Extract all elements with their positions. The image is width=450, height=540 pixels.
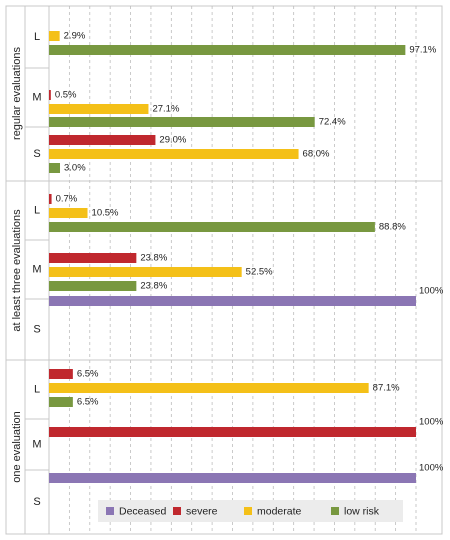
group-label: one evaluation (11, 411, 23, 483)
data-label: 27.1% (152, 104, 179, 115)
bar (49, 383, 369, 393)
bar (49, 135, 156, 145)
legend-label: moderate (257, 505, 302, 517)
category-label: M (32, 438, 41, 450)
bar (49, 369, 73, 379)
bar (49, 45, 406, 55)
bar (49, 208, 88, 218)
data-label: 6.5% (77, 397, 99, 408)
data-label: 10.5% (92, 208, 119, 219)
data-label: 100% (419, 463, 444, 474)
data-label: 72.4% (319, 117, 346, 128)
legend-label: low risk (344, 505, 380, 517)
bar (49, 296, 416, 306)
bar (49, 149, 299, 159)
data-label: 68.0% (303, 149, 330, 160)
data-label: 100% (419, 286, 444, 297)
bar (49, 163, 61, 173)
category-label: S (33, 323, 40, 335)
legend-label: severe (186, 505, 218, 517)
bar (49, 253, 137, 263)
legend: Deceased severe moderate low risk (98, 500, 403, 522)
legend-swatch (106, 507, 114, 515)
data-label: 100% (419, 417, 444, 428)
data-label: 2.9% (64, 31, 86, 42)
data-label: 52.5% (246, 267, 273, 278)
category-label: S (33, 148, 40, 160)
category-label: M (32, 263, 41, 275)
bar (49, 281, 137, 291)
bar (49, 194, 52, 204)
legend-swatch (173, 507, 181, 515)
bar (49, 267, 242, 277)
bar (49, 397, 73, 407)
category-label: L (34, 204, 40, 216)
data-label: 29.0% (159, 135, 186, 146)
legend-label: Deceased (119, 505, 166, 517)
legend-swatch (331, 507, 339, 515)
data-label: 6.5% (77, 369, 99, 380)
legend-swatch (244, 507, 252, 515)
bar (49, 117, 315, 127)
bar (49, 31, 60, 41)
data-label: 97.1% (409, 45, 436, 56)
data-label: 0.5% (55, 90, 77, 101)
bar (49, 473, 416, 483)
group-label: at least three evaluations (11, 209, 23, 332)
data-label: 23.8% (140, 281, 167, 292)
category-label: M (32, 91, 41, 103)
axis-structure (6, 6, 442, 534)
bar (49, 90, 51, 100)
labels: regular evaluations L 2.9% 97.1% M 0.5% 27.1% 7… (11, 31, 444, 508)
data-label: 0.7% (56, 194, 78, 205)
category-label: L (34, 31, 40, 43)
data-label: 23.8% (140, 253, 167, 264)
data-label: 3.0% (64, 163, 86, 174)
data-label: 88.8% (379, 222, 406, 233)
category-label: L (34, 383, 40, 395)
bar (49, 104, 149, 114)
bar (49, 222, 375, 232)
category-label: S (33, 496, 40, 508)
data-label: 87.1% (373, 383, 400, 394)
bars (49, 31, 416, 483)
bar (49, 427, 416, 437)
group-label: regular evaluations (11, 47, 23, 140)
